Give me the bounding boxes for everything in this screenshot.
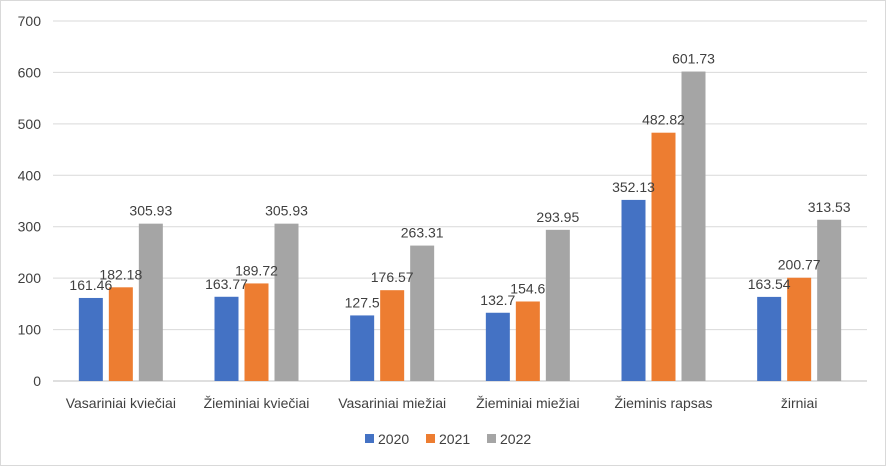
bar-2022 [274,223,299,381]
bars [78,71,842,382]
bar-2022 [681,71,706,382]
legend-label: 2020 [378,431,409,447]
y-tick-label: 300 [18,219,42,235]
legend-label: 2022 [500,431,531,447]
bar-2020 [757,296,782,381]
data-label: 601.73 [672,51,715,67]
legend-swatch [426,434,435,443]
y-tick-label: 600 [18,64,42,80]
bar-2021 [380,290,405,381]
gridlines [53,20,867,382]
bar-2020 [485,312,510,381]
x-axis-categories: Vasariniai kviečiai Žieminiai kviečiai Vas… [66,395,818,411]
data-label: 163.54 [748,276,791,292]
bar-2022 [545,229,570,381]
data-label: 182.18 [99,266,142,282]
category-label: Vasariniai kviečiai [66,395,176,411]
data-label: 127.5 [345,294,380,310]
bar-2020 [78,297,103,381]
data-label: 154.6 [510,280,545,296]
y-tick-label: 400 [18,167,42,183]
legend: 2020 2021 2022 [365,431,531,447]
bar-2021 [787,277,812,381]
category-label: Žieminis rapsas [614,395,712,411]
y-tick-label: 700 [18,13,42,29]
legend-swatch [487,434,496,443]
data-label: 176.57 [371,269,414,285]
data-label: 352.13 [612,179,655,195]
y-tick-label: 500 [18,116,42,132]
legend-label: 2021 [439,431,470,447]
y-tick-label: 100 [18,322,42,338]
data-label: 189.72 [235,262,278,278]
legend-swatch [365,434,374,443]
data-label: 313.53 [808,199,851,215]
data-label: 482.82 [642,112,685,128]
bar-2021 [651,132,676,381]
bar-2020 [214,296,239,381]
bar-2020 [350,315,375,381]
y-tick-label: 0 [33,373,41,389]
data-label: 305.93 [265,203,308,219]
bar-2021 [108,287,133,381]
category-label: Žieminiai miežiai [476,395,579,411]
data-label: 305.93 [129,203,172,219]
bar-2022 [817,219,842,381]
data-label: 263.31 [401,225,444,241]
category-label: žirniai [781,395,818,411]
bar-2022 [138,223,163,381]
bar-2020 [621,199,646,381]
data-label: 293.95 [536,209,579,225]
category-label: Žieminiai kviečiai [204,395,310,411]
data-label: 132.7 [480,292,515,308]
data-label: 161.46 [69,277,112,293]
category-label: Vasariniai miežiai [338,395,446,411]
bar-2021 [515,301,540,381]
y-axis-ticks: 0 100 200 300 400 500 600 700 [18,13,42,389]
data-label: 200.77 [778,257,821,273]
bar-2021 [244,283,269,381]
bar-2022 [410,245,435,381]
y-tick-label: 200 [18,270,42,286]
data-label: 163.77 [205,276,248,292]
